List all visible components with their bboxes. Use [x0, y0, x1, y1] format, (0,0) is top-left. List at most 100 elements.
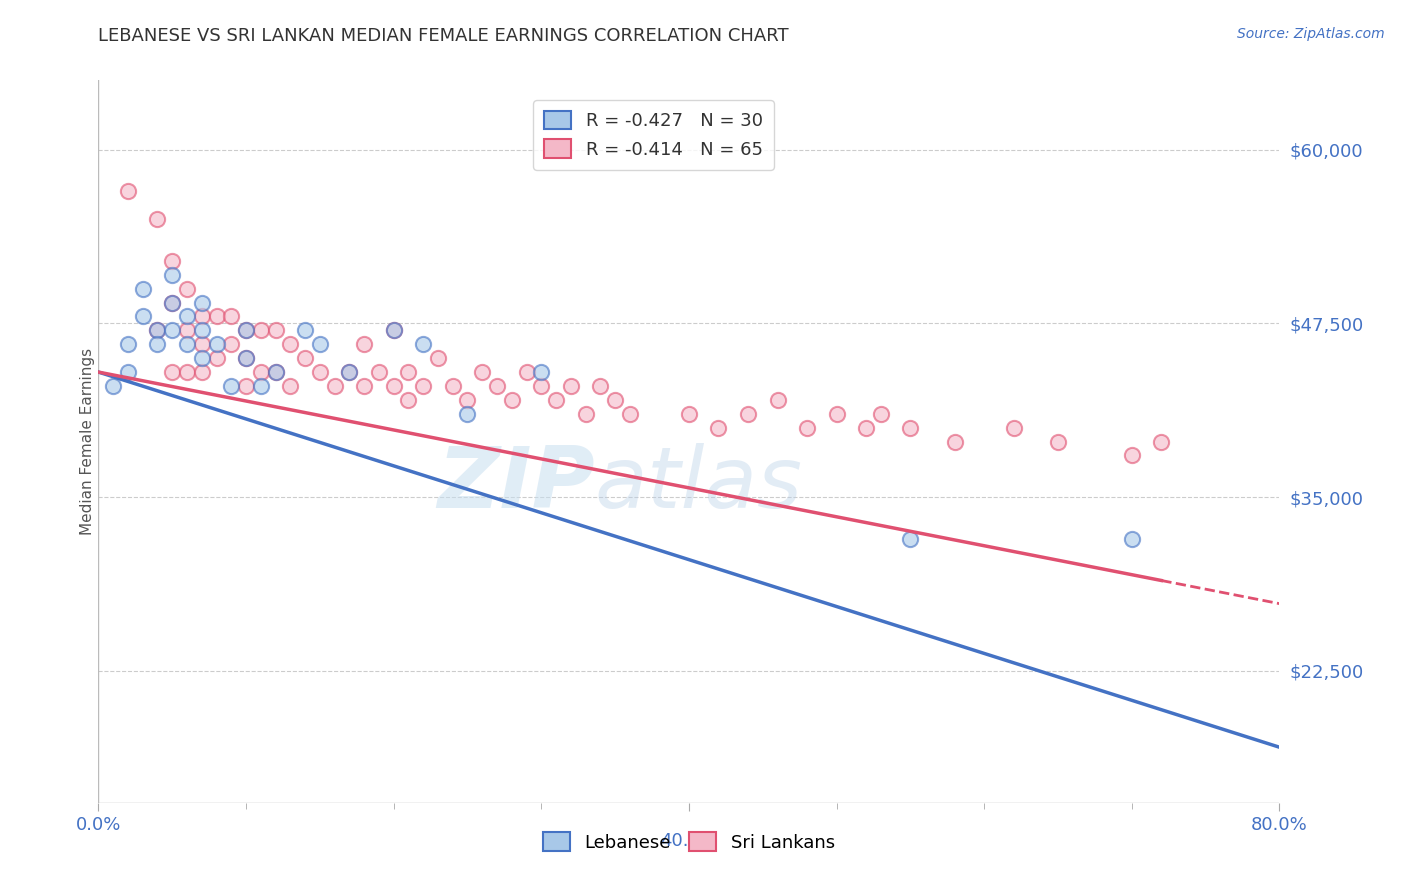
Point	[855, 420, 877, 434]
Point	[737, 407, 759, 421]
Point	[900, 532, 922, 546]
Point	[382, 323, 405, 337]
Point	[825, 407, 848, 421]
Point	[280, 337, 302, 351]
Point	[132, 310, 155, 324]
Point	[294, 351, 316, 366]
Legend: Lebanese, Sri Lankans: Lebanese, Sri Lankans	[536, 825, 842, 859]
Point	[560, 379, 582, 393]
Point	[162, 365, 183, 379]
Point	[575, 407, 598, 421]
Point	[309, 365, 332, 379]
Text: LEBANESE VS SRI LANKAN MEDIAN FEMALE EARNINGS CORRELATION CHART: LEBANESE VS SRI LANKAN MEDIAN FEMALE EAR…	[98, 27, 789, 45]
Point	[191, 310, 214, 324]
Point	[457, 392, 479, 407]
Point	[235, 323, 257, 337]
Point	[796, 420, 818, 434]
Point	[678, 407, 700, 421]
Point	[457, 407, 479, 421]
Point	[117, 337, 139, 351]
Point	[162, 268, 183, 282]
Point	[870, 407, 893, 421]
Point	[176, 310, 198, 324]
Point	[1150, 434, 1173, 449]
Point	[221, 337, 243, 351]
Text: atlas: atlas	[595, 443, 803, 526]
Text: Source: ZipAtlas.com: Source: ZipAtlas.com	[1237, 27, 1385, 41]
Point	[900, 420, 922, 434]
Point	[353, 379, 375, 393]
Point	[117, 365, 139, 379]
Point	[250, 379, 273, 393]
Point	[486, 379, 509, 393]
Point	[264, 365, 287, 379]
Point	[146, 323, 169, 337]
Point	[398, 365, 420, 379]
Point	[530, 379, 553, 393]
Point	[619, 407, 641, 421]
Point	[1121, 449, 1143, 463]
Point	[191, 323, 214, 337]
Point	[441, 379, 464, 393]
Point	[146, 337, 169, 351]
Point	[191, 365, 214, 379]
Point	[191, 351, 214, 366]
Point	[605, 392, 627, 407]
Point	[353, 337, 375, 351]
Point	[176, 323, 198, 337]
Point	[339, 365, 361, 379]
Point	[250, 365, 273, 379]
Point	[412, 337, 434, 351]
Point	[427, 351, 450, 366]
Point	[162, 295, 183, 310]
Point	[264, 323, 287, 337]
Point	[1046, 434, 1070, 449]
Point	[191, 337, 214, 351]
Point	[294, 323, 316, 337]
Point	[235, 351, 257, 366]
Point	[162, 295, 183, 310]
Point	[1121, 532, 1143, 546]
Point	[707, 420, 730, 434]
Point	[205, 337, 228, 351]
Point	[339, 365, 361, 379]
Point	[382, 323, 405, 337]
Point	[501, 392, 523, 407]
Point	[471, 365, 494, 379]
Point	[589, 379, 612, 393]
Point	[323, 379, 346, 393]
Point	[103, 379, 125, 393]
Point	[280, 379, 302, 393]
Point	[176, 282, 198, 296]
Point	[191, 295, 214, 310]
Point	[146, 323, 169, 337]
Point	[146, 212, 169, 227]
Point	[132, 282, 155, 296]
Point	[221, 310, 243, 324]
Point	[221, 379, 243, 393]
Point	[398, 392, 420, 407]
Point	[176, 337, 198, 351]
Point	[235, 379, 257, 393]
Point	[235, 323, 257, 337]
Point	[235, 351, 257, 366]
Point	[1002, 420, 1025, 434]
Point	[250, 323, 273, 337]
Point	[516, 365, 538, 379]
Point	[162, 253, 183, 268]
Point	[117, 185, 139, 199]
Point	[205, 310, 228, 324]
Point	[368, 365, 391, 379]
Point	[943, 434, 966, 449]
Point	[382, 379, 405, 393]
Y-axis label: Median Female Earnings: Median Female Earnings	[80, 348, 94, 535]
Point	[530, 365, 553, 379]
Point	[766, 392, 789, 407]
Point	[176, 365, 198, 379]
Text: ZIP: ZIP	[437, 443, 595, 526]
Point	[162, 323, 183, 337]
Point	[205, 351, 228, 366]
Point	[309, 337, 332, 351]
Text: 40.0%: 40.0%	[661, 831, 717, 850]
Point	[412, 379, 434, 393]
